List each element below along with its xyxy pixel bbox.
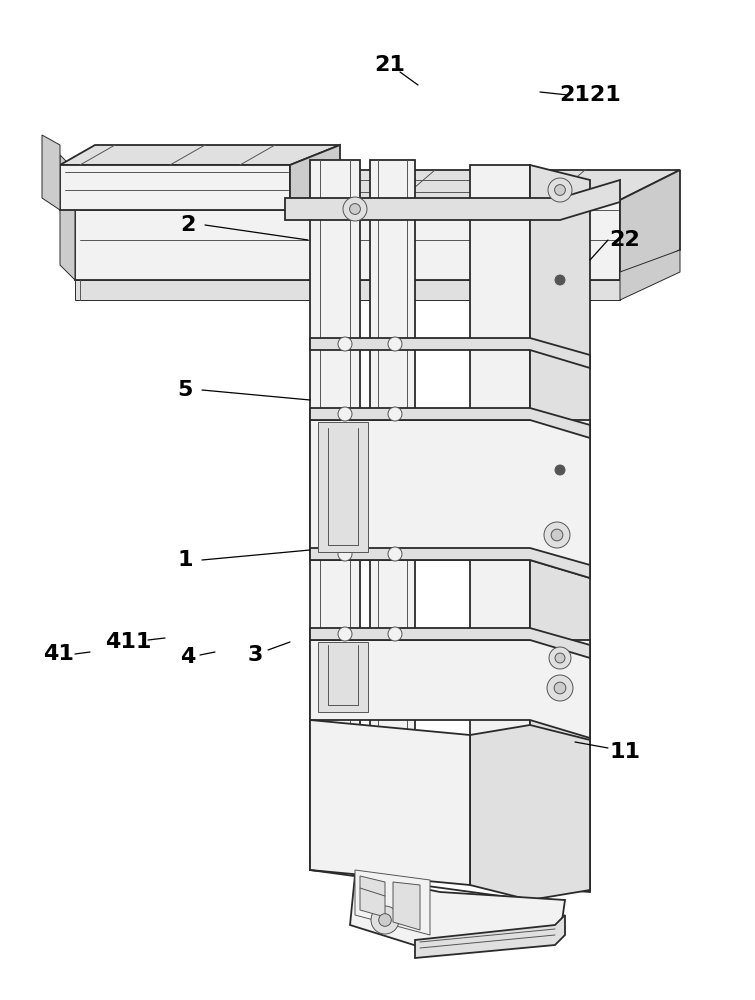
Polygon shape (75, 280, 620, 300)
Circle shape (338, 407, 352, 421)
Polygon shape (60, 145, 340, 165)
Polygon shape (393, 882, 420, 930)
Circle shape (388, 337, 402, 351)
Text: 11: 11 (609, 742, 640, 762)
Text: 41: 41 (42, 644, 73, 664)
Text: 2121: 2121 (559, 85, 621, 105)
Polygon shape (310, 845, 590, 892)
Polygon shape (355, 870, 430, 935)
Polygon shape (310, 420, 590, 578)
Polygon shape (415, 915, 565, 958)
Polygon shape (310, 160, 360, 855)
Circle shape (388, 547, 402, 561)
Polygon shape (60, 155, 75, 280)
Text: 2: 2 (180, 215, 196, 235)
Polygon shape (42, 135, 60, 210)
Polygon shape (318, 642, 368, 712)
Polygon shape (60, 165, 290, 210)
Circle shape (388, 627, 402, 641)
Text: 22: 22 (609, 230, 640, 250)
Circle shape (338, 337, 352, 351)
Polygon shape (470, 725, 590, 900)
Circle shape (549, 647, 571, 669)
Polygon shape (470, 165, 530, 870)
Circle shape (544, 522, 570, 548)
Polygon shape (75, 200, 620, 280)
Circle shape (388, 407, 402, 421)
Polygon shape (350, 875, 565, 950)
Polygon shape (310, 548, 590, 578)
Text: 5: 5 (177, 380, 193, 400)
Polygon shape (285, 180, 620, 220)
Circle shape (343, 197, 367, 221)
Polygon shape (310, 338, 590, 368)
Circle shape (350, 204, 360, 214)
Circle shape (555, 653, 565, 663)
Polygon shape (290, 145, 340, 210)
Circle shape (338, 547, 352, 561)
Circle shape (371, 906, 399, 934)
Circle shape (554, 682, 565, 694)
Circle shape (555, 275, 565, 285)
Polygon shape (310, 720, 470, 885)
Circle shape (379, 914, 391, 926)
Polygon shape (530, 165, 590, 890)
Text: 1: 1 (177, 550, 193, 570)
Polygon shape (310, 408, 590, 438)
Polygon shape (360, 876, 385, 917)
Polygon shape (620, 250, 680, 300)
Text: 4: 4 (180, 647, 196, 667)
Polygon shape (75, 170, 680, 200)
Polygon shape (620, 170, 680, 280)
Text: 3: 3 (248, 645, 263, 665)
Circle shape (547, 675, 573, 701)
Polygon shape (310, 628, 590, 658)
Polygon shape (310, 640, 590, 738)
Circle shape (548, 178, 572, 202)
Polygon shape (370, 160, 415, 855)
Circle shape (551, 529, 562, 541)
Polygon shape (318, 422, 368, 552)
Circle shape (555, 465, 565, 475)
Circle shape (555, 185, 565, 195)
Circle shape (338, 627, 352, 641)
Text: 411: 411 (105, 632, 151, 652)
Text: 21: 21 (374, 55, 405, 75)
